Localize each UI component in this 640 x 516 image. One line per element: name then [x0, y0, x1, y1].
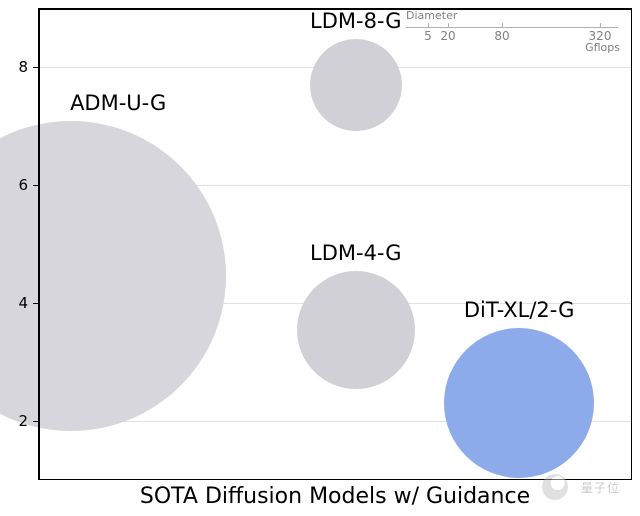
ytick-label: 6	[8, 176, 28, 194]
bubble-chart: ADM-U-G LDM-8-G LDM-4-G DiT-XL/2-G	[38, 8, 632, 480]
bubble-label-DiT-XL-2-G: DiT-XL/2-G	[464, 298, 575, 322]
ytick-mark	[33, 185, 38, 186]
bubble-label-LDM-4-G: LDM-4-G	[310, 241, 402, 265]
legend-tick	[600, 23, 601, 27]
x-axis-label: SOTA Diffusion Models w/ Guidance	[140, 484, 530, 509]
legend-tick	[428, 23, 429, 27]
bubble-ADM-U-G	[0, 121, 226, 431]
legend-tick	[502, 23, 503, 27]
legend-title: Diameter	[406, 9, 457, 22]
ytick-label: 2	[8, 412, 28, 430]
ytick-mark	[33, 67, 38, 68]
size-legend: Diameter52080320Gflops	[394, 12, 626, 42]
bubble-DiT-XL-2-G	[444, 328, 594, 478]
bubble-label-ADM-U-G: ADM-U-G	[70, 91, 166, 115]
axis-spine-right	[631, 8, 633, 480]
watermark-icon	[542, 474, 568, 500]
figure: ADM-U-G LDM-8-G LDM-4-G DiT-XL/2-G SOTA Dif…	[0, 0, 640, 516]
bubble-label-LDM-8-G: LDM-8-G	[310, 9, 402, 33]
legend-sublabel: Gflops	[585, 41, 620, 54]
legend-axis	[406, 27, 618, 28]
ytick-mark	[33, 303, 38, 304]
ytick-mark	[33, 421, 38, 422]
axis-spine-left	[38, 8, 40, 480]
legend-tick-label: 80	[494, 29, 509, 43]
watermark-text: 量子位	[581, 479, 620, 496]
bubble-LDM-4-G	[297, 271, 415, 389]
legend-tick-label: 20	[440, 29, 455, 43]
ytick-label: 8	[8, 58, 28, 76]
ytick-label: 4	[8, 294, 28, 312]
bubble-LDM-8-G	[310, 39, 402, 131]
legend-tick-label: 5	[424, 29, 432, 43]
legend-tick	[448, 23, 449, 27]
